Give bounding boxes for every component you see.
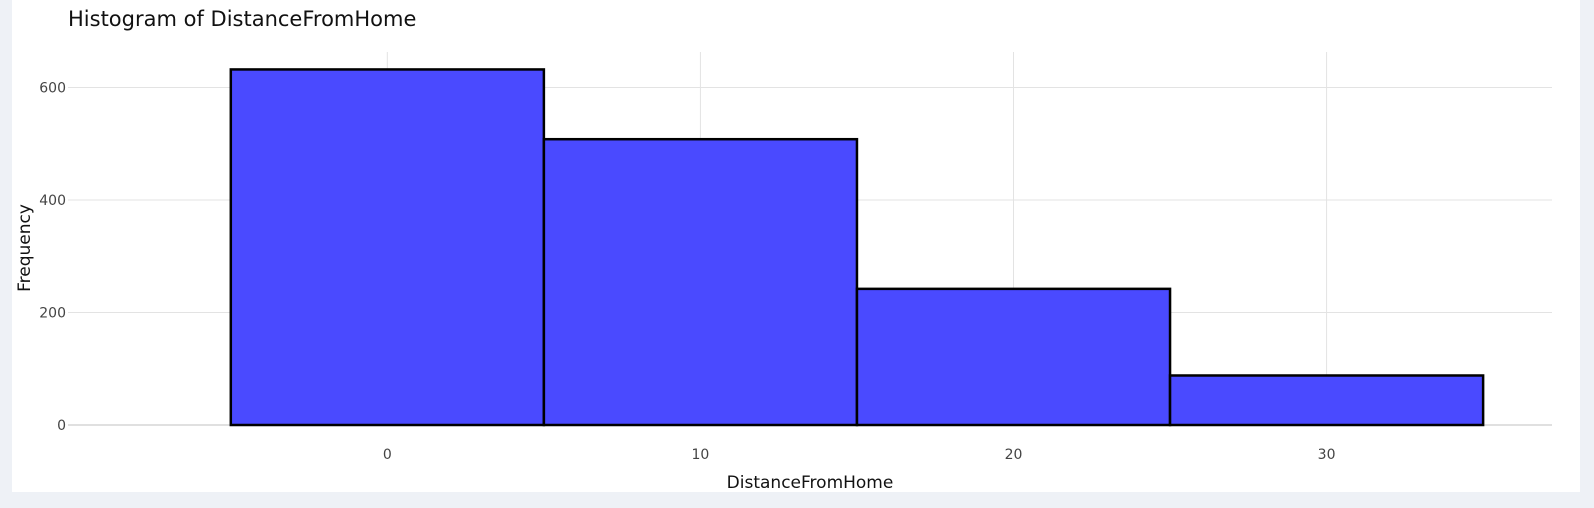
y-axis-ticks: 0 200 400 600 xyxy=(39,80,66,434)
y-axis-title: Frequency xyxy=(15,204,35,292)
x-axis-title: DistanceFromHome xyxy=(727,473,894,492)
chart-card: Histogram of DistanceFromHome 0 10 20 30 0 2… xyxy=(12,0,1580,492)
x-axis-ticks: 0 10 20 30 xyxy=(383,447,1336,463)
histogram-chart: Histogram of DistanceFromHome 0 10 20 30 0 2… xyxy=(15,7,1552,492)
y-tick-label: 200 xyxy=(39,305,66,321)
y-tick-label: 400 xyxy=(39,193,66,209)
histogram-bar xyxy=(855,287,1172,427)
x-tick-label: 20 xyxy=(1005,447,1023,463)
chart-title: Histogram of DistanceFromHome xyxy=(68,7,416,31)
histogram-bar xyxy=(229,68,546,427)
histogram-bar xyxy=(542,137,859,427)
y-tick-label: 0 xyxy=(57,418,66,434)
y-tick-label: 600 xyxy=(39,80,66,96)
histogram-bar xyxy=(1168,374,1485,427)
x-tick-label: 0 xyxy=(383,447,392,463)
x-tick-label: 30 xyxy=(1318,447,1336,463)
histogram-bars xyxy=(229,68,1485,427)
x-tick-label: 10 xyxy=(692,447,710,463)
